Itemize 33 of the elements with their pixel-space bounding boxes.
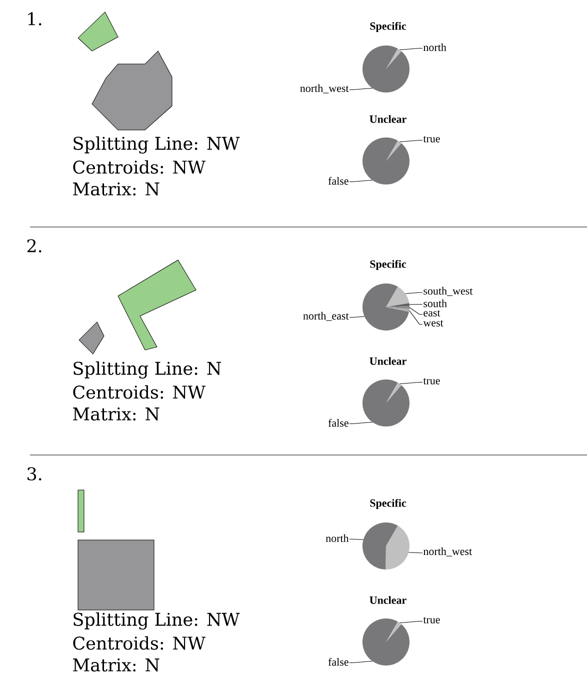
text: 3.	[27, 467, 42, 480]
chart-title: Unclear	[369, 357, 406, 365]
slice-label: west	[423, 320, 444, 326]
chart-title: Specific	[370, 260, 406, 270]
text: Matrix: N	[72, 658, 160, 672]
chart-title: Specific	[370, 22, 406, 32]
slice-label: north	[326, 534, 349, 542]
text: Matrix: N	[72, 407, 160, 421]
slice-label: south	[424, 299, 447, 308]
slice-label: north_west	[300, 84, 349, 94]
chart-title: Unclear	[369, 596, 406, 604]
slice-label: false	[328, 176, 348, 185]
slice-label: north_east	[303, 312, 349, 321]
text: 1.	[28, 12, 42, 26]
chart-title: Unclear	[369, 115, 406, 123]
chart-title: Specific	[370, 498, 406, 510]
text: Centroids: NW	[73, 385, 206, 399]
text: 2.	[27, 239, 42, 252]
text: Centroids: NW	[73, 160, 206, 174]
text: Splitting Line: N	[74, 361, 221, 379]
slice-label: false	[328, 418, 348, 427]
text: Splitting Line: NW	[74, 612, 240, 630]
slice-label: true	[423, 136, 440, 142]
text: Centroids: NW	[73, 636, 206, 650]
slice-label: south_west	[424, 286, 472, 296]
slice-label: true	[423, 378, 440, 384]
text: Matrix: N	[72, 182, 160, 196]
slice-label: east	[423, 310, 440, 316]
slice-label: north_west	[423, 547, 472, 556]
slice-label: north	[423, 43, 446, 52]
slice-label: true	[423, 617, 440, 624]
text: Splitting Line: NW	[74, 136, 240, 154]
slice-label: false	[328, 658, 348, 666]
